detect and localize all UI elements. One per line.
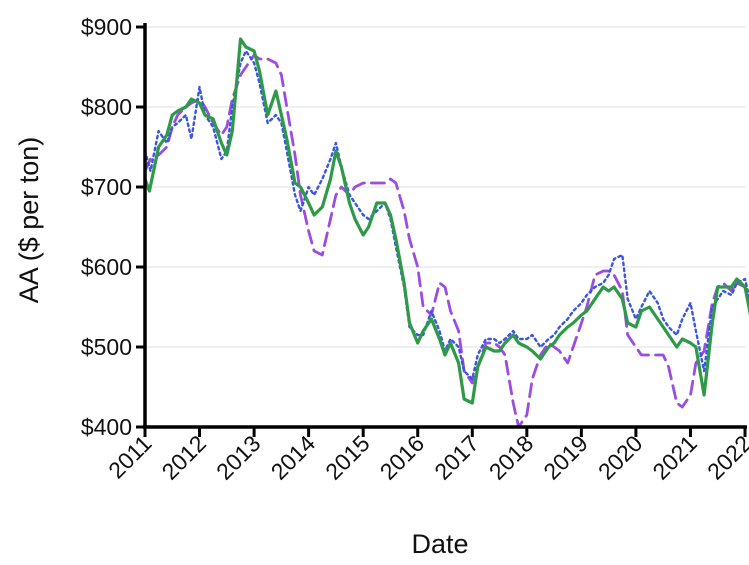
x-tick-label: 2022 [702, 430, 749, 485]
y-axis-title: AA ($ per ton) [14, 137, 44, 304]
y-tick-label: $900 [81, 14, 132, 40]
y-tick-label: $600 [81, 254, 132, 280]
y-tick-label: $400 [81, 414, 132, 440]
series-layer [143, 37, 749, 429]
axes [143, 23, 747, 429]
y-tick-label: $800 [81, 94, 132, 120]
series-line-solid [143, 37, 749, 405]
y-tick-label: $700 [81, 174, 132, 200]
x-tick-label: 2017 [429, 430, 484, 485]
x-axis-title: Date [411, 529, 468, 559]
x-tick-label: 2018 [484, 430, 539, 485]
x-tick-label: 2014 [266, 430, 321, 485]
x-tick-label: 2016 [375, 430, 430, 485]
x-tick-label: 2019 [538, 430, 593, 485]
series-line-dashed [143, 53, 749, 429]
x-tick-label: 2013 [211, 430, 266, 485]
series-line-dotted [143, 49, 749, 381]
gridlines [145, 26, 745, 348]
x-tick-label: 2020 [593, 430, 648, 485]
x-tick-label: 2012 [157, 430, 212, 485]
x-tick-label: 2021 [647, 430, 702, 485]
y-tick-label: $500 [81, 334, 132, 360]
x-tick-label: 2015 [320, 430, 375, 485]
